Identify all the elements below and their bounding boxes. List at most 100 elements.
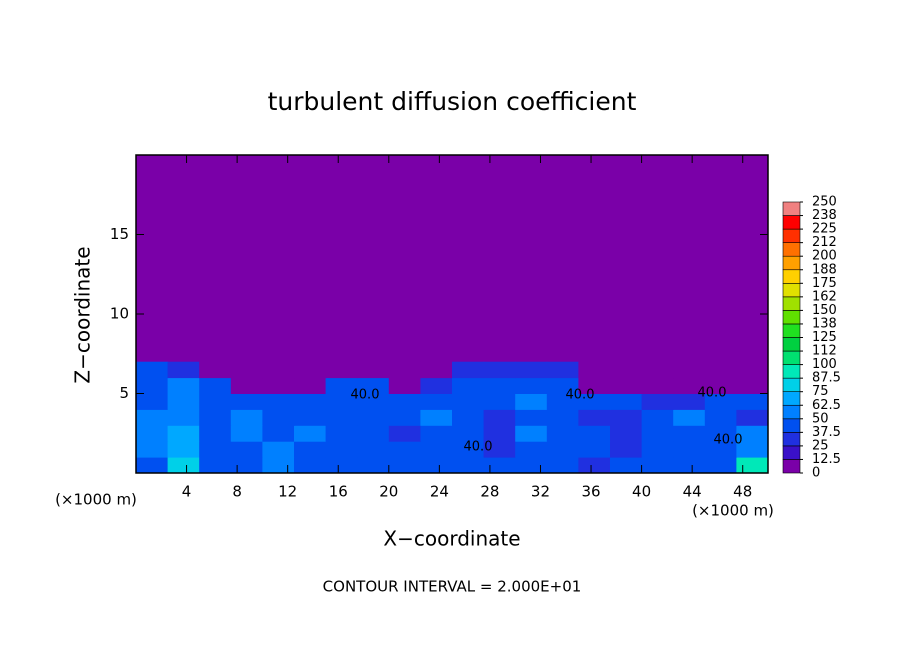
colorbar-segment (782, 418, 801, 433)
colorbar-segment (782, 404, 801, 420)
contour-label: 40.0 (714, 433, 743, 448)
colorbar-segment (782, 269, 801, 284)
contour-label: 40.0 (464, 440, 493, 455)
field-cell (483, 441, 516, 458)
field-cell (610, 377, 643, 394)
field-cell (199, 409, 232, 426)
x-tick-label: 12 (278, 483, 297, 501)
field-cell (294, 393, 327, 410)
colorbar-segment (782, 432, 801, 447)
field-cell (673, 377, 706, 394)
colorbar-label: 37.5 (812, 425, 841, 440)
colorbar-label: 175 (812, 276, 837, 291)
y-tick-label: 10 (110, 305, 129, 323)
field-cell (673, 361, 706, 379)
colorbar-label: 0 (812, 466, 820, 481)
x-axis-label: X−coordinate (383, 527, 520, 551)
field-cell (452, 409, 485, 426)
field-cell (610, 361, 643, 379)
field-cell (452, 393, 485, 410)
field-cell (325, 425, 358, 442)
field-cell (736, 393, 769, 410)
field-cell (736, 409, 769, 426)
field-cell (136, 441, 169, 458)
colorbar-label: 12.5 (812, 452, 841, 467)
field-cell (704, 441, 737, 458)
footnote: CONTOUR INTERVAL = 2.000E+01 (323, 578, 582, 596)
field-cell (483, 409, 516, 426)
field-cell (199, 441, 232, 458)
x-tick-label: 32 (531, 483, 550, 501)
field-cell (388, 457, 421, 474)
field-cell (452, 425, 485, 442)
colorbar-segment (782, 391, 801, 406)
field-cell (610, 425, 643, 442)
field-cell (199, 393, 232, 410)
x-tick-label: 24 (430, 483, 449, 501)
y-axis-label: Z−coordinate (71, 246, 95, 383)
field-cell (262, 393, 295, 410)
colorbar-label: 125 (812, 330, 837, 345)
colorbar-label: 150 (812, 303, 837, 318)
field-cell (325, 361, 358, 379)
field-cell (641, 409, 674, 426)
field-cell (262, 361, 295, 379)
field-cell (610, 457, 643, 474)
field-cell (641, 393, 674, 410)
field-cell (199, 377, 232, 394)
field-cell (578, 377, 611, 394)
field-cell (578, 393, 611, 410)
contour-label: 40.0 (698, 386, 727, 401)
field-cell (452, 457, 485, 474)
x-tick-label: 48 (733, 483, 752, 501)
field-cell (167, 457, 200, 474)
field-cell (452, 361, 485, 379)
field-cell (704, 409, 737, 426)
field-cell (357, 377, 390, 394)
x-tick-label: 20 (379, 483, 398, 501)
field-cell (199, 425, 232, 442)
field-cell (262, 409, 295, 426)
colorbar-segment (782, 445, 801, 460)
field-cell (388, 361, 421, 379)
field-cell (420, 425, 453, 442)
field-cell (136, 457, 169, 474)
y-tick-label: 15 (110, 225, 129, 243)
colorbar-label: 238 (812, 208, 837, 223)
field-cell (167, 361, 200, 379)
colorbar-segment (782, 364, 801, 379)
field-cell (230, 441, 263, 458)
field-cell (230, 425, 263, 442)
colorbar-label: 162 (812, 289, 837, 304)
colorbar-segment (782, 337, 801, 352)
field-cell (673, 409, 706, 426)
field-cell (294, 457, 327, 474)
field-cell (294, 377, 327, 394)
field-cell (483, 393, 516, 410)
x-tick-label: 40 (632, 483, 651, 501)
field-cell (357, 409, 390, 426)
field-cell (673, 457, 706, 474)
x-tick-label: 28 (480, 483, 499, 501)
colorbar-segment (782, 215, 801, 230)
chart-title: turbulent diffusion coefficient (268, 87, 637, 116)
field-cell (388, 393, 421, 410)
x-tick-label: 44 (683, 483, 702, 501)
field-cell (641, 441, 674, 458)
field-cell (357, 393, 390, 410)
colorbar-label: 225 (812, 222, 837, 237)
field-cell (230, 377, 263, 394)
field-cell (546, 377, 579, 394)
field-cell (578, 409, 611, 426)
field-cell (167, 441, 200, 458)
field-cell (515, 393, 548, 410)
colorbar-label: 138 (812, 316, 837, 331)
colorbar-label: 75 (812, 384, 829, 399)
field-cell (230, 457, 263, 474)
field-cell (704, 393, 737, 410)
field-cell (136, 409, 169, 426)
field-cell (515, 377, 548, 394)
field-cell (420, 409, 453, 426)
field-cell (546, 393, 579, 410)
